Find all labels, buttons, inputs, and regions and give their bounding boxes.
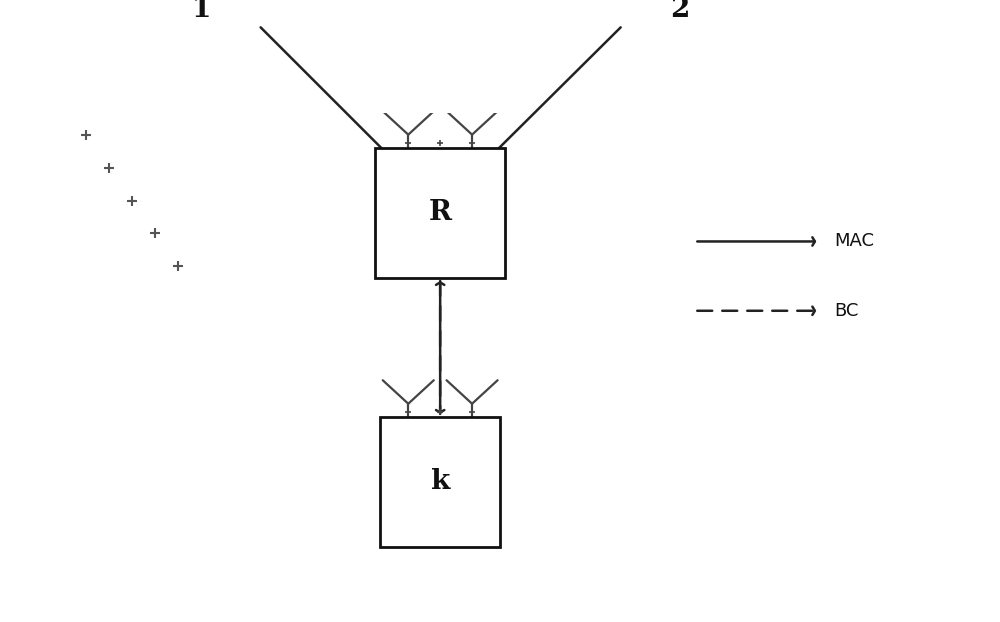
Text: R: R [429, 200, 452, 226]
Bar [380, 417, 500, 547]
Text: 1: 1 [191, 0, 211, 22]
Bar [375, 147, 505, 278]
Text: BC: BC [834, 302, 858, 320]
Bar [620, 0, 739, 74]
Text: k: k [431, 468, 450, 496]
Text: MAC: MAC [834, 233, 874, 251]
Bar [141, 0, 261, 74]
Text: 2: 2 [670, 0, 689, 22]
